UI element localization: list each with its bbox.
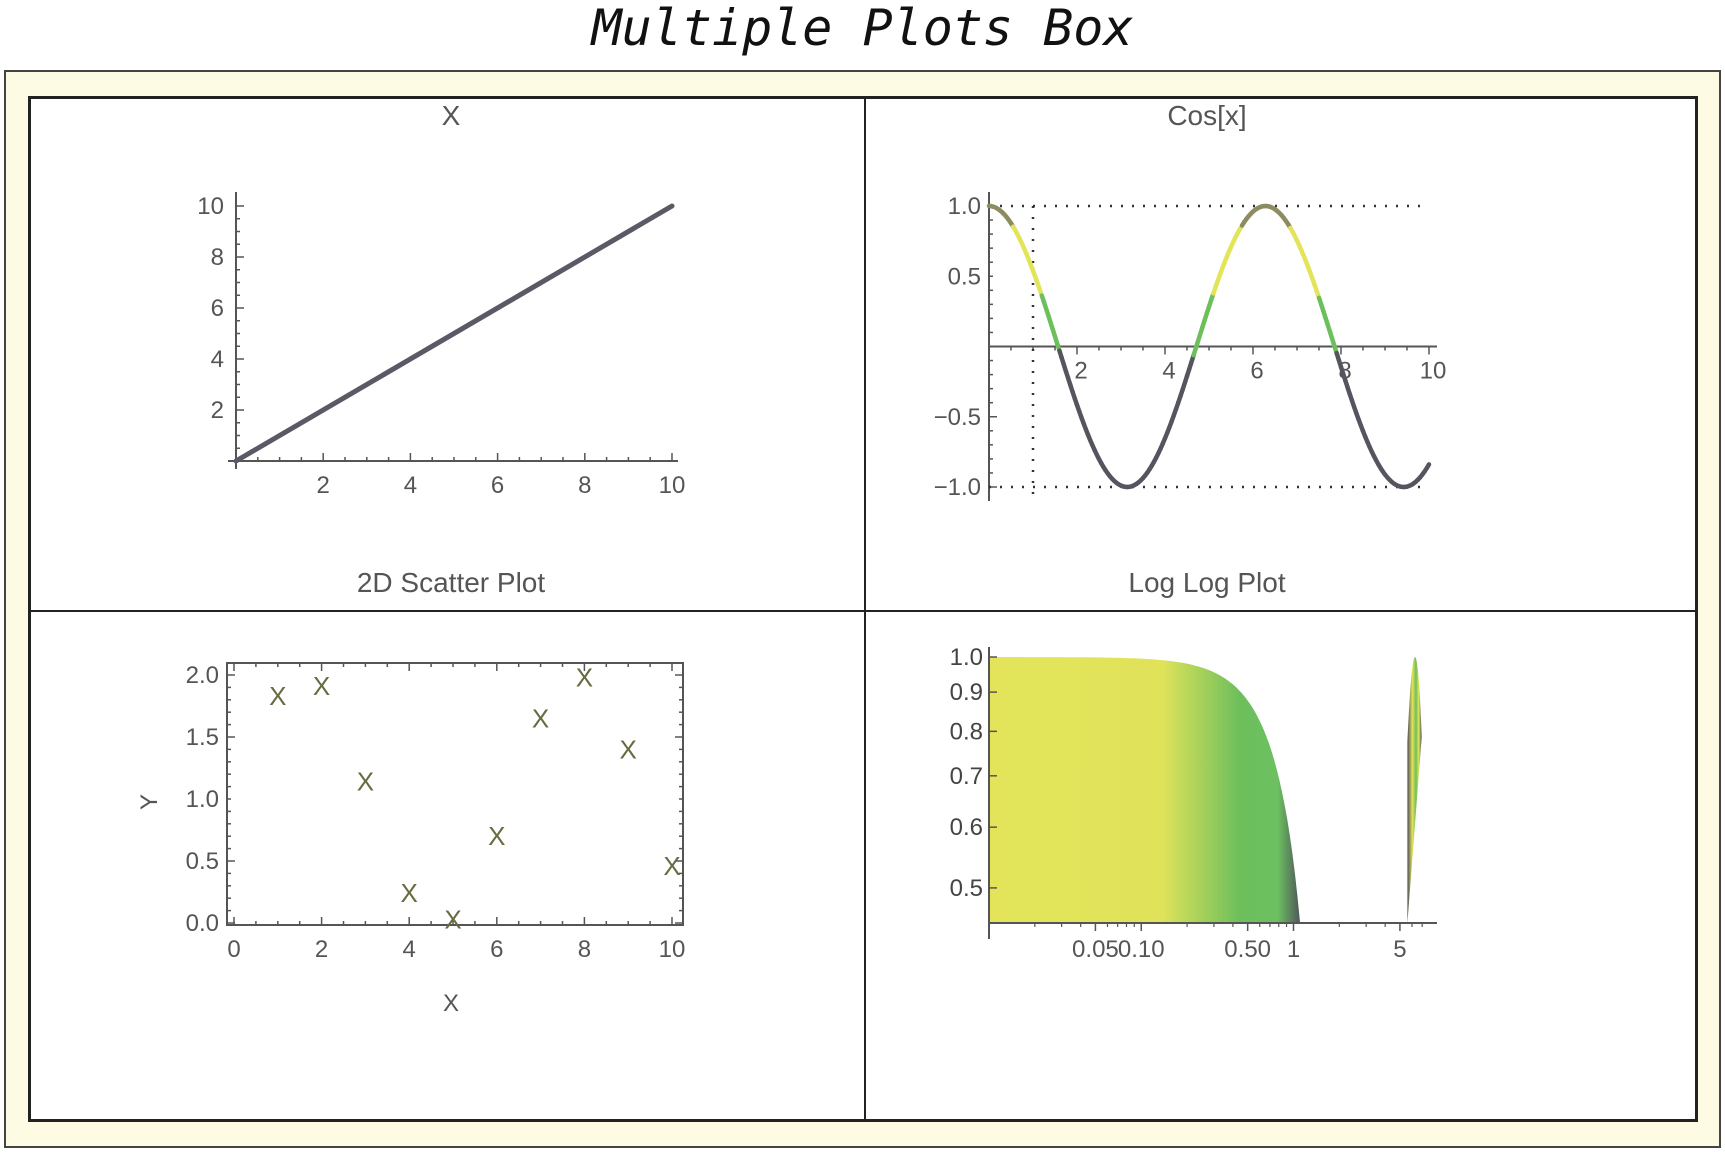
x-tick-label: 2	[315, 936, 328, 963]
y-tick-label: 6	[211, 295, 224, 322]
x-tick-label: 5	[1393, 936, 1406, 963]
y-tick-label: 8	[211, 244, 224, 271]
y-tick-label: 0.5	[186, 848, 219, 875]
y-tick-label: −1.0	[934, 474, 981, 501]
panel-scatter-plot: 2D Scatter Plot 0 2 4 6 8 10 2.0 1.5 1.0 0.5 0.0 X Y…	[136, 567, 685, 1017]
x-tick-label: 0.50	[1224, 936, 1271, 963]
panel-cos-title: Cos[x]	[1167, 100, 1246, 131]
scatter-point: X	[532, 703, 549, 733]
scatter-point: X	[357, 767, 374, 797]
scatter-point: X	[488, 821, 505, 851]
x-tick-label: 0.10	[1118, 936, 1165, 963]
panel-x-plot: X 2 4 6 8 10 2 4 6 8 10	[197, 100, 685, 499]
x-tick-label: 0	[227, 936, 240, 963]
x-tick-label: 2	[317, 472, 330, 499]
panel-loglog-plot: Log Log Plot 0.05 0.10 0.50 1 51.00.90.80.70…	[950, 567, 1437, 963]
series-line	[233, 203, 675, 464]
x-tick-label: 6	[491, 472, 504, 499]
scatter-point: X	[620, 734, 637, 764]
line-chart-cos: 2 4 6 8 101.00.5−0.5−1.0	[934, 192, 1447, 503]
plots-box-frame: X 2 4 6 8 10 2 4 6 8 10 Cos[x] 2 4 6 8 10 1.0 0.5 −0.5 −1…	[4, 70, 1721, 1148]
panel-scatter-title: 2D Scatter Plot	[357, 567, 546, 598]
y-tick-label: 0.5	[948, 263, 981, 290]
y-axis-label: Y	[136, 794, 163, 810]
y-tick-label: 1.5	[186, 724, 219, 751]
x-tick-label: 10	[659, 936, 686, 963]
y-tick-label: 2	[211, 397, 224, 424]
x-tick-label: 10	[1420, 358, 1447, 385]
scatter-point: X	[401, 878, 418, 908]
scatter-point: X	[313, 671, 330, 701]
y-tick-label: 0.9	[950, 679, 983, 706]
y-tick-label: 0.8	[950, 718, 983, 745]
x-tick-label: 4	[404, 472, 417, 499]
scatter-point: X	[576, 662, 593, 692]
y-tick-label: 0.7	[950, 763, 983, 790]
y-tick-label: 1.0	[186, 786, 219, 813]
cos-curve-segment	[1424, 462, 1432, 471]
vertical-divider	[864, 99, 866, 1119]
x-tick-label: 4	[403, 936, 416, 963]
panel-loglog-title: Log Log Plot	[1128, 567, 1285, 598]
x-tick-label: 8	[578, 936, 591, 963]
y-tick-label: 10	[197, 193, 224, 220]
x-tick-label: 4	[1162, 358, 1175, 385]
x-tick-label: 6	[490, 936, 503, 963]
y-tick-label: 0.5	[950, 875, 983, 902]
x-tick-label: 8	[578, 472, 591, 499]
y-tick-label: 0.6	[950, 814, 983, 841]
line-chart-x: 2 4 6 8 10 2 4 6 8 10	[197, 192, 685, 499]
y-tick-label: 1.0	[950, 644, 983, 671]
panel-x-title: X	[442, 100, 461, 131]
y-tick-label: 1.0	[948, 193, 981, 220]
page-title: Multiple Plots Box	[591, 0, 1134, 57]
loglog-spike	[1407, 657, 1422, 923]
plots-grid: X 2 4 6 8 10 2 4 6 8 10 Cos[x] 2 4 6 8 10 1.0 0.5 −0.5 −1…	[28, 96, 1698, 1122]
y-tick-label: 2.0	[186, 662, 219, 689]
x-tick-label: 2	[1074, 358, 1087, 385]
y-tick-label: 4	[211, 346, 224, 373]
y-tick-label: 0.0	[186, 910, 219, 937]
x-tick-label: 0.05	[1072, 936, 1119, 963]
horizontal-divider	[31, 610, 1695, 612]
loglog-area	[989, 657, 1303, 923]
x-tick-label: 6	[1250, 358, 1263, 385]
x-tick-label: 10	[659, 472, 686, 499]
y-tick-label: −0.5	[934, 404, 981, 431]
scatter-point: X	[663, 851, 680, 881]
x-tick-label: 1	[1287, 936, 1300, 963]
scatter-point: X	[444, 904, 461, 934]
panel-cos-plot: Cos[x] 2 4 6 8 101.00.5−0.5−1.0	[934, 100, 1447, 503]
scatter-point: X	[269, 681, 286, 711]
plot-frame	[226, 662, 684, 926]
x-axis-label: X	[443, 990, 459, 1017]
loglog-chart: 0.05 0.10 0.50 1 5 1.0 0.9 0.8 0.7 0.6 0.5	[950, 644, 1437, 963]
